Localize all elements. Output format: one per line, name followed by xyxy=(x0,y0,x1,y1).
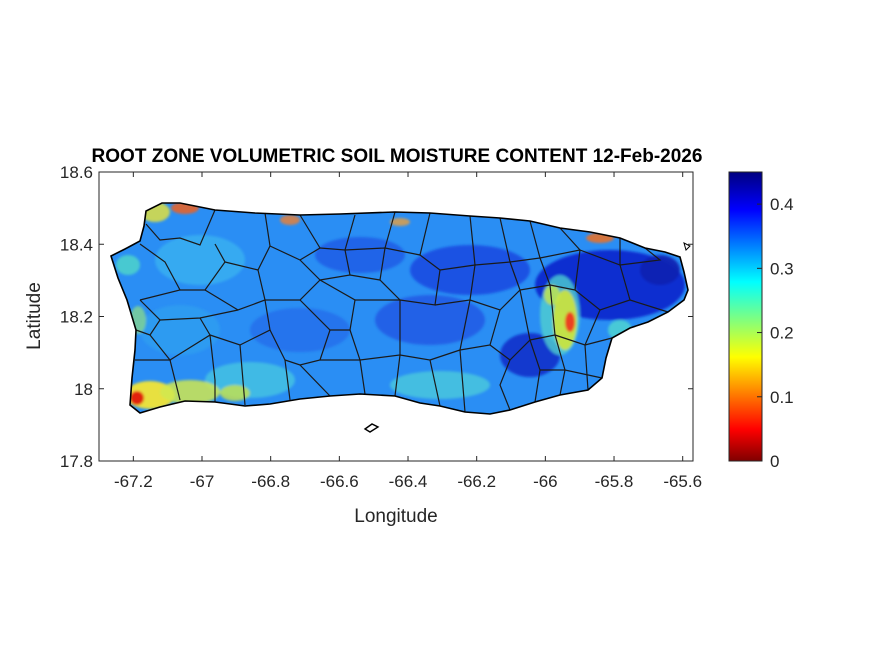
y-tick-label: 17.8 xyxy=(60,452,93,471)
x-tick-label: -66 xyxy=(533,472,558,491)
colorbar-tick-label: 0 xyxy=(770,452,779,471)
y-axis-label: Latitude xyxy=(24,282,45,350)
x-tick-label: -67 xyxy=(190,472,215,491)
municipality-boundaries xyxy=(135,209,669,413)
y-tick-label: 18.4 xyxy=(60,235,93,254)
x-tick-label: -65.8 xyxy=(595,472,634,491)
offshore-islet xyxy=(683,242,691,251)
x-tick-label: -65.6 xyxy=(663,472,702,491)
x-axis-ticks: -67.2 -67 -66.8 -66.6 -66.4 -66.2 -66 -65.8 -65.… xyxy=(114,172,702,491)
chart-title: ROOT ZONE VOLUMETRIC SOIL MOISTURE CONTE… xyxy=(92,146,703,167)
x-tick-label: -66.4 xyxy=(389,472,428,491)
x-tick-label: -67.2 xyxy=(114,472,153,491)
x-axis-label: Longitude xyxy=(354,506,437,527)
y-axis-ticks: 17.8 18 18.2 18.4 18.6 xyxy=(60,163,693,471)
colorbar-tick-label: 0.2 xyxy=(770,324,794,343)
coastline xyxy=(110,202,689,415)
x-tick-label: -66.6 xyxy=(320,472,359,491)
offshore-islet xyxy=(363,423,380,433)
colorbar-tick-label: 0.4 xyxy=(770,195,794,214)
y-tick-label: 18.2 xyxy=(60,308,93,327)
colorbar-tick-label: 0.3 xyxy=(770,259,794,278)
y-tick-label: 18 xyxy=(74,380,93,399)
x-tick-label: -66.2 xyxy=(457,472,496,491)
colorbar-tick-label: 0.1 xyxy=(770,388,794,407)
colorbar-ticks: 0 0.1 0.2 0.3 0.4 xyxy=(757,195,794,471)
x-tick-label: -66.8 xyxy=(251,472,290,491)
colorbar xyxy=(728,171,763,462)
y-tick-label: 18.6 xyxy=(60,163,93,182)
